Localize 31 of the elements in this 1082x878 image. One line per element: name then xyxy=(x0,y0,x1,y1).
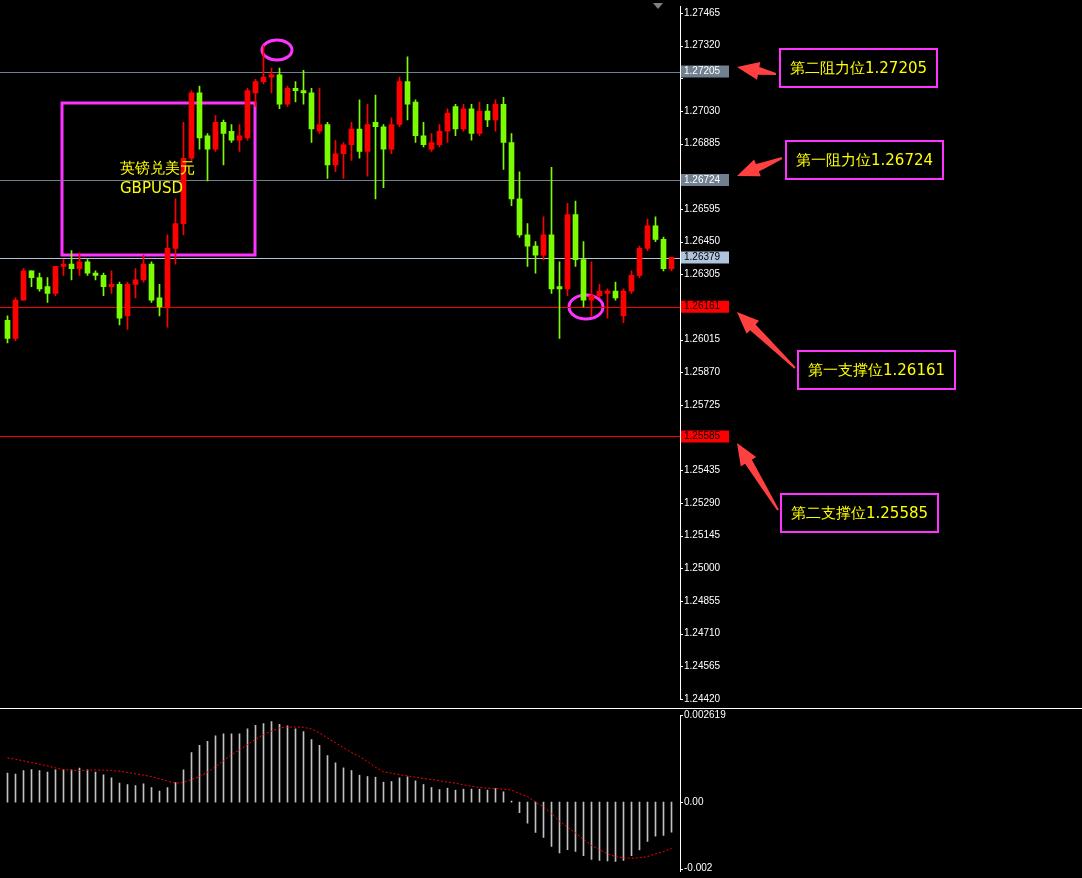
text: 第二支撑位1.25585 xyxy=(780,493,940,533)
y-tick-label: 1.26595 xyxy=(684,202,721,214)
y-tick-label: 1.26885 xyxy=(684,137,721,149)
y-tick-label: 0.00 xyxy=(684,795,704,807)
line-series xyxy=(7,726,672,859)
y-tick-label: 1.26015 xyxy=(684,333,721,345)
y-tick-label: 1.27320 xyxy=(684,39,721,51)
y-tick-label: 1.25870 xyxy=(684,366,721,378)
text: 第二阻力位1.27205 xyxy=(779,48,939,88)
y-tick-label: 0.002619 xyxy=(684,708,727,720)
y-tick-label: 1.24710 xyxy=(684,627,721,639)
y-tick-label: -0.002 xyxy=(684,862,713,874)
ref-line-label: 1.27205 xyxy=(684,65,721,77)
y-tick-label: 1.25435 xyxy=(684,463,721,475)
ref-line-label: 1.26379 xyxy=(684,251,721,263)
y-tick-label: 1.25725 xyxy=(684,398,721,410)
ref-line-label: 1.26724 xyxy=(684,173,721,185)
ref-line-label: 1.25585 xyxy=(684,430,721,442)
y-tick-label: 1.24565 xyxy=(684,659,721,671)
y-tick-label: 1.26305 xyxy=(684,268,721,280)
y-tick-label: 1.24855 xyxy=(684,594,721,606)
y-tick-label: 1.26450 xyxy=(684,235,721,247)
ref-line-label: 1.26161 xyxy=(684,300,721,312)
y-tick-label: 1.27030 xyxy=(684,104,721,116)
y-tick-label: 1.27465 xyxy=(684,6,721,18)
y-tick-label: 1.25000 xyxy=(684,561,721,573)
text: 第一支撑位1.26161 xyxy=(797,350,957,390)
text: 第一阻力位1.26724 xyxy=(785,140,945,180)
y-tick-label: 1.25290 xyxy=(684,496,721,508)
y-tick-label: 1.24420 xyxy=(684,692,721,704)
y-tick-label: 1.25145 xyxy=(684,529,721,541)
